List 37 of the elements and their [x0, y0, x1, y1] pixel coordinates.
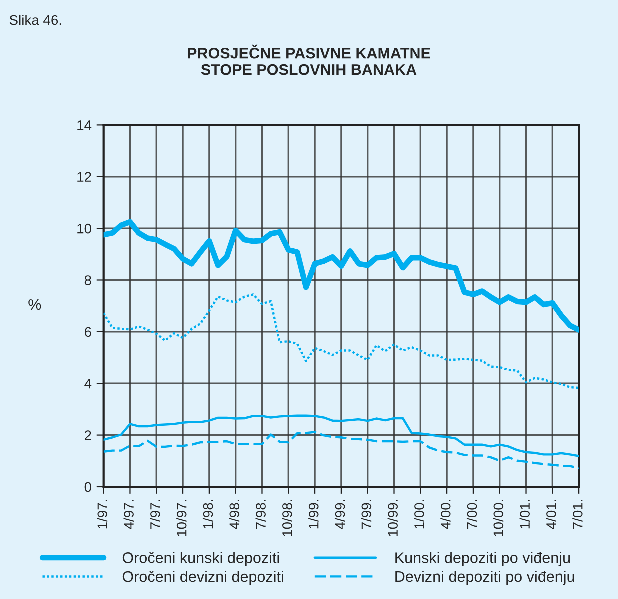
- x-tick-label: 1/98.: [202, 500, 214, 529]
- legend-label: Oročeni kunski depoziti: [122, 552, 280, 566]
- chart-title: PROSJEČNE PASIVNE KAMATNE STOPE POSLOVNIH BANAKA: [188, 44, 430, 76]
- text: Slika 46.: [10, 14, 62, 26]
- y-tick-label: 2: [84, 430, 92, 440]
- x-tick-label: 7/97.: [150, 500, 160, 529]
- line-series: [104, 431, 580, 470]
- x-tick-label: 10/97.: [176, 500, 187, 536]
- y-tick-label: 14: [78, 120, 92, 130]
- x-tick-label: 7/99.: [361, 500, 372, 529]
- x-tick-label: 1/00.: [414, 500, 424, 529]
- x-tick-label: 10/98.: [282, 500, 292, 536]
- x-tick-label: 1/97.: [97, 500, 108, 529]
- legend-label: Devizni depoziti po viđenju: [396, 570, 574, 586]
- y-axis-title: %: [28, 299, 42, 310]
- line-series: [104, 414, 580, 458]
- x-tick-label: 10/99.: [388, 500, 398, 536]
- x-tick-label: 4/00.: [440, 500, 451, 530]
- y-tick-label: 6: [85, 327, 92, 338]
- x-tick-label: 7/00.: [466, 500, 478, 529]
- y-tick-label: 12: [78, 172, 92, 182]
- x-tick-label: 1/01.: [520, 500, 530, 529]
- x-tick-label: 4/99.: [334, 500, 346, 530]
- line-series: [104, 294, 580, 390]
- x-tick-label: 4/97.: [124, 500, 134, 530]
- y-tick-label: 4: [84, 379, 92, 389]
- y-tick-label: 10: [78, 224, 92, 234]
- x-tick-label: 4/98.: [229, 500, 240, 530]
- x-tick-label: 7/98.: [256, 500, 266, 529]
- y-tick-label: 8: [84, 276, 92, 286]
- y-tick-label: 0: [84, 482, 92, 492]
- legend-label: Kunski depoziti po viđenju: [396, 552, 570, 566]
- legend-label: Oročeni devizni depoziti: [122, 570, 284, 586]
- x-tick-label: 1/99.: [308, 500, 319, 529]
- x-tick-label: 7/01.: [572, 500, 583, 529]
- x-tick-label: 4/01.: [546, 500, 556, 530]
- x-tick-label: 10/00.: [493, 500, 504, 536]
